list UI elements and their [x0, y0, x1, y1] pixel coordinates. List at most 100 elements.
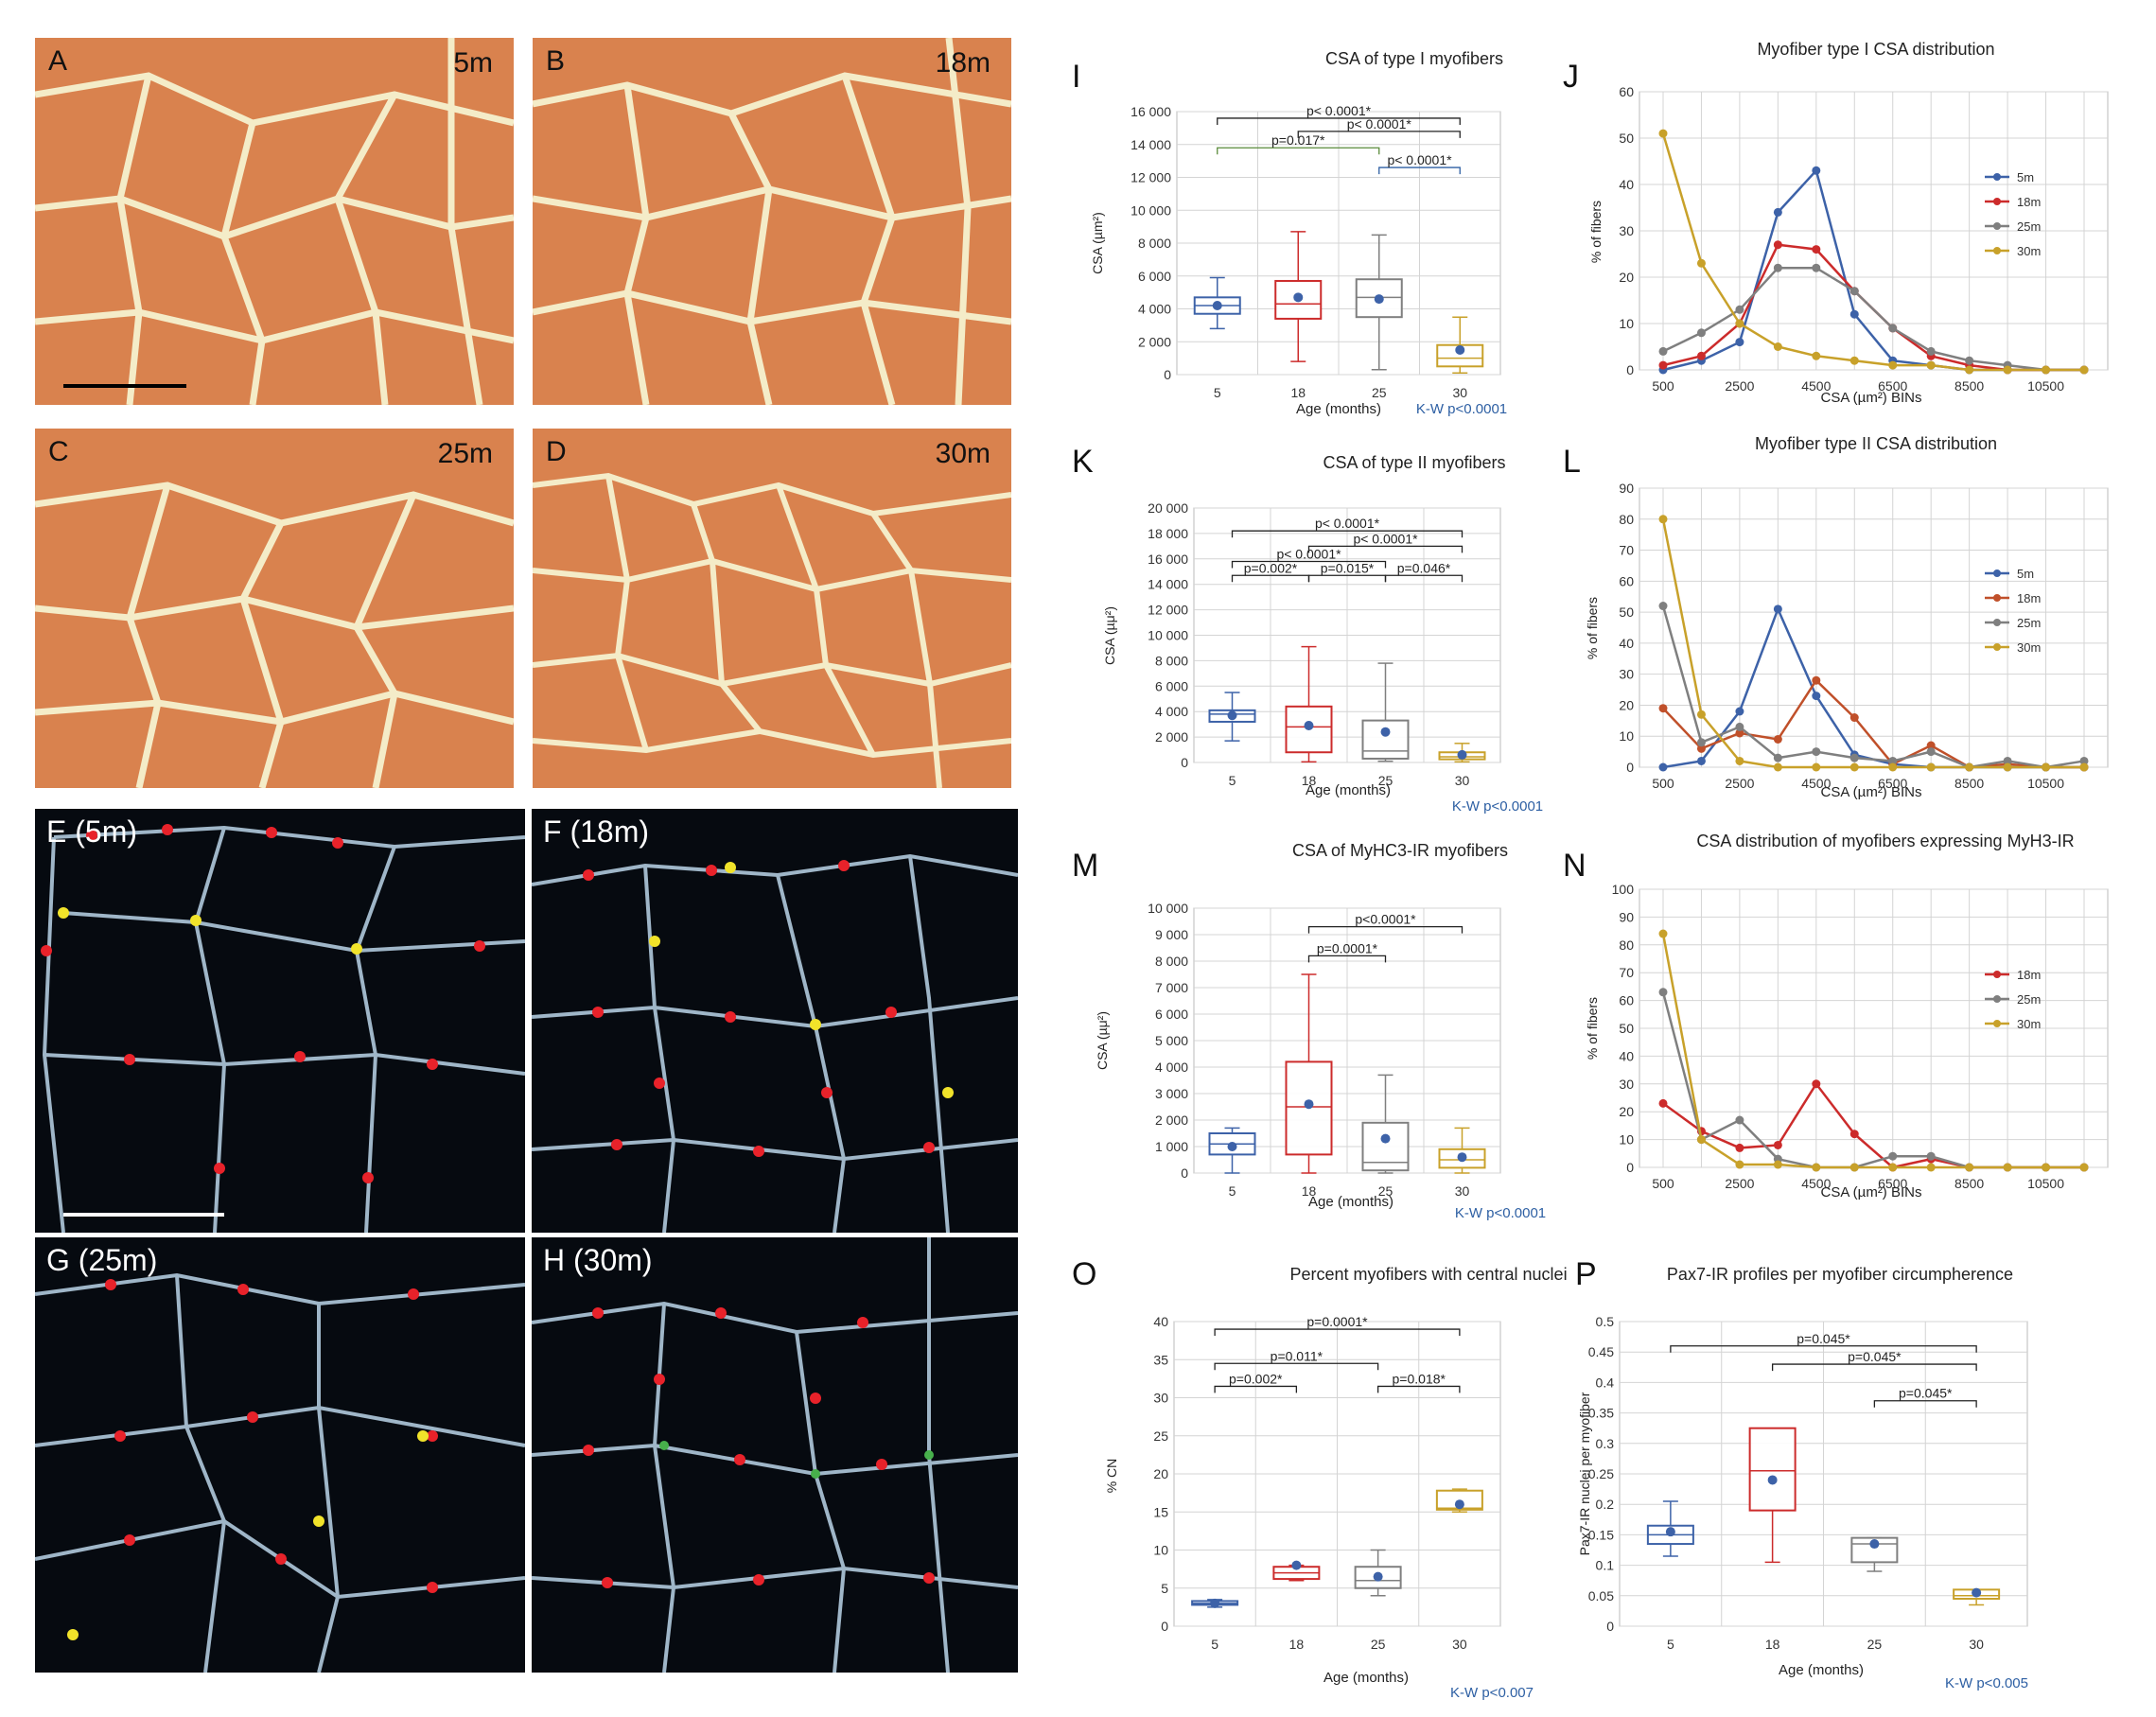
x-axis-label: Age (months) [1308, 1194, 1394, 1210]
data-point [1965, 1163, 1974, 1172]
panel-label: G (25m) [46, 1243, 158, 1277]
data-point [1696, 258, 1706, 268]
myofiber-pattern [35, 38, 514, 405]
significance-bracket [1670, 1345, 1977, 1353]
y-tick-label: 30 [1619, 223, 1634, 238]
legend-marker [1993, 594, 2001, 602]
micrograph-a: A 5m [35, 38, 514, 405]
significance-label: p=0.045* [1848, 1349, 1902, 1364]
data-point [1735, 1115, 1744, 1125]
y-tick-label: 30 [1619, 1077, 1634, 1092]
data-point [1696, 351, 1706, 360]
data-point [1926, 1151, 1936, 1161]
data-point [1735, 305, 1744, 314]
data-point [1773, 762, 1782, 772]
y-tick-label: 0.35 [1588, 1406, 1614, 1421]
chart-l: L Myofiber type II CSA distribution % of f… [1563, 434, 2109, 800]
y-tick-label: 0.2 [1596, 1497, 1615, 1512]
data-point [1926, 747, 1936, 757]
data-point [1696, 1135, 1706, 1145]
data-point [1812, 692, 1821, 701]
y-tick-label: 4 000 [1138, 302, 1171, 317]
data-point [1658, 988, 1668, 997]
box [1748, 1427, 1797, 1512]
data-point [1888, 324, 1898, 333]
y-tick-label: 30 [1619, 667, 1634, 682]
panel-label: P [1575, 1256, 1597, 1292]
y-tick-label: 20 [1153, 1466, 1168, 1481]
data-point [1735, 707, 1744, 716]
y-tick-label: 40 [1619, 177, 1634, 192]
y-tick-label: 0.1 [1596, 1558, 1615, 1573]
significance-bracket [1771, 1363, 1977, 1372]
data-point [2042, 1163, 2051, 1172]
micrograph-c: C 25m [35, 429, 514, 788]
data-point [1696, 756, 1706, 765]
x-tick-label: 4500 [1801, 1176, 1831, 1191]
data-point [1849, 287, 1859, 296]
age-label: 18m [935, 47, 990, 79]
significance-bracket [1307, 925, 1464, 934]
chart-j: J Myofiber type I CSA distribution % of fi… [1563, 40, 2109, 406]
x-tick-label: 5 [1211, 1637, 1218, 1652]
mean-marker [1457, 749, 1467, 760]
x-tick-label: 25 [1378, 1183, 1394, 1199]
data-point [2003, 756, 2012, 765]
x-tick-label: 500 [1652, 378, 1674, 394]
data-point [1773, 207, 1782, 217]
legend-label: 5m [2017, 170, 2034, 184]
data-point [1696, 744, 1706, 753]
x-tick-label: 500 [1652, 1176, 1674, 1191]
data-point [1849, 713, 1859, 723]
significance-label: p=0.018* [1393, 1371, 1446, 1386]
legend-label: 25m [2017, 219, 2041, 234]
series-line [1662, 678, 2084, 769]
significance-label: p=0.0001* [1317, 940, 1378, 955]
significance-bracket [1217, 147, 1380, 155]
significance-label: p< 0.0001* [1306, 103, 1372, 118]
box [1436, 343, 1484, 368]
x-tick-label: 500 [1652, 776, 1674, 791]
data-point [1773, 735, 1782, 744]
x-tick-label: 2500 [1725, 378, 1754, 394]
data-point [2042, 365, 2051, 375]
data-point [1849, 762, 1859, 772]
significance-label: p=0.017* [1271, 132, 1325, 148]
data-point [1888, 360, 1898, 370]
legend-label: 18m [2017, 968, 2041, 982]
y-tick-label: 100 [1612, 882, 1635, 897]
data-point [2003, 762, 2012, 772]
y-tick-label: 0 [1626, 760, 1634, 775]
data-point [1812, 675, 1821, 685]
significance-bracket [1217, 117, 1461, 125]
data-point [1773, 604, 1782, 614]
y-tick-label: 0 [1626, 1160, 1634, 1175]
y-tick-label: 12 000 [1131, 170, 1171, 185]
x-tick-label: 10500 [2027, 378, 2064, 394]
chart-k: K CSA of type II myofibers CSA (µμ²) Age (m… [1072, 444, 1543, 815]
box [1361, 719, 1410, 760]
data-point [1735, 319, 1744, 328]
fluorescence-pattern [532, 1237, 1018, 1673]
data-point [2042, 762, 2051, 772]
y-tick-label: 10 000 [1148, 901, 1188, 916]
y-tick-label: 1 000 [1155, 1139, 1188, 1154]
y-tick-label: 20 [1619, 697, 1634, 712]
data-point [1658, 704, 1668, 713]
x-tick-label: 25 [1867, 1637, 1883, 1652]
y-tick-label: 4 000 [1155, 704, 1188, 719]
data-point [1658, 929, 1668, 938]
y-tick-label: 50 [1619, 1021, 1634, 1036]
y-tick-label: 6 000 [1138, 269, 1171, 284]
x-tick-label: 30 [1455, 1183, 1470, 1199]
y-tick-label: 0.45 [1588, 1344, 1614, 1359]
significance-label: p< 0.0001* [1315, 516, 1380, 531]
significance-bracket [1231, 560, 1387, 569]
y-tick-label: 70 [1619, 965, 1634, 980]
mean-marker [1767, 1475, 1778, 1485]
y-tick-label: 20 [1619, 270, 1634, 285]
chart-title: CSA of MyHC3-IR myofibers [1292, 841, 1508, 860]
y-tick-label: 70 [1619, 543, 1634, 558]
y-axis-label: CSA (µμ²) [1095, 1011, 1110, 1070]
chart-p: P Pax7-IR profiles per myofiber circumphe… [1575, 1256, 2028, 1691]
